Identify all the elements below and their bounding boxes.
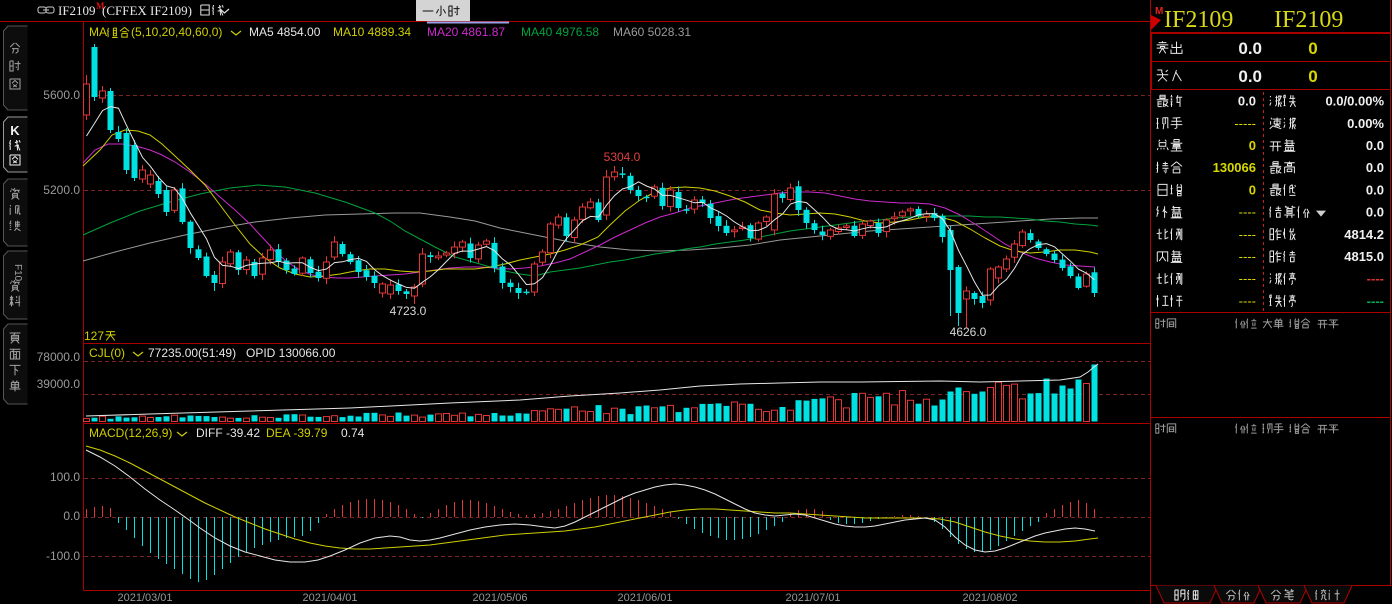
svg-text:77235.00(51:49): 77235.00(51:49) — [148, 346, 236, 360]
svg-text:----: ---- — [1239, 293, 1256, 308]
svg-text:0.0: 0.0 — [1366, 160, 1384, 175]
svg-text:DEA -39.79: DEA -39.79 — [266, 426, 328, 440]
svg-text:0.0: 0.0 — [63, 509, 80, 523]
svg-text:MA60 5028.31: MA60 5028.31 — [613, 25, 691, 39]
svg-text:0: 0 — [1308, 67, 1317, 86]
svg-text:2021/03/01: 2021/03/01 — [117, 592, 172, 604]
svg-text:(CFFEX IF2109): (CFFEX IF2109) — [102, 3, 192, 18]
svg-text:2021/06/01: 2021/06/01 — [617, 592, 672, 604]
svg-text:0.0: 0.0 — [1366, 182, 1384, 197]
svg-text:2021/04/01: 2021/04/01 — [302, 592, 357, 604]
svg-text:5304.0: 5304.0 — [604, 150, 641, 164]
svg-text:39000.0: 39000.0 — [37, 377, 81, 391]
svg-text:4626.0: 4626.0 — [950, 325, 987, 339]
svg-text:MA40 4976.58: MA40 4976.58 — [521, 25, 599, 39]
svg-text:MA: MA — [89, 25, 107, 39]
svg-text:2021/07/01: 2021/07/01 — [785, 592, 840, 604]
svg-text:0.0: 0.0 — [1238, 39, 1262, 58]
svg-text:F10: F10 — [12, 264, 23, 282]
svg-text:MA20 4861.87: MA20 4861.87 — [427, 25, 505, 39]
svg-text:100.0: 100.0 — [50, 470, 80, 484]
svg-text:0.0: 0.0 — [1366, 138, 1384, 153]
svg-text:4814.2: 4814.2 — [1344, 227, 1384, 242]
svg-text:5200.0: 5200.0 — [43, 183, 80, 197]
svg-text:----: ---- — [1239, 205, 1256, 220]
svg-text:0.0: 0.0 — [1238, 94, 1256, 109]
svg-text:(5,10,20,40,60,0): (5,10,20,40,60,0) — [131, 25, 222, 39]
svg-text:IF2109: IF2109 — [1274, 7, 1343, 33]
svg-text:OPID 130066.00: OPID 130066.00 — [246, 346, 336, 360]
svg-text:M: M — [96, 1, 105, 11]
svg-text:0.0: 0.0 — [1238, 67, 1262, 86]
svg-text:----: ---- — [1239, 227, 1256, 242]
svg-text:4723.0: 4723.0 — [390, 304, 427, 318]
svg-text:MACD(12,26,9): MACD(12,26,9) — [89, 426, 172, 440]
svg-text:MA10 4889.34: MA10 4889.34 — [333, 25, 411, 39]
svg-text:4815.0: 4815.0 — [1344, 249, 1384, 264]
svg-text:-----: ----- — [1234, 116, 1256, 131]
svg-text:127: 127 — [84, 329, 104, 343]
svg-text:IF2109: IF2109 — [1164, 7, 1233, 33]
svg-text:5600.0: 5600.0 — [43, 88, 80, 102]
svg-text:0: 0 — [1249, 182, 1256, 197]
svg-text:0.0/0.00%: 0.0/0.00% — [1325, 94, 1384, 109]
svg-text:2021/08/02: 2021/08/02 — [962, 592, 1017, 604]
svg-text:MA5 4854.00: MA5 4854.00 — [249, 25, 321, 39]
svg-text:IF2109: IF2109 — [58, 3, 96, 18]
svg-text:0: 0 — [1249, 138, 1256, 153]
svg-text:----: ---- — [1367, 293, 1384, 308]
svg-text:0.0: 0.0 — [1366, 205, 1384, 220]
svg-text:-100.0: -100.0 — [46, 549, 80, 563]
svg-text:K: K — [10, 123, 20, 138]
svg-text:78000.0: 78000.0 — [37, 350, 81, 364]
svg-text:0.00%: 0.00% — [1347, 116, 1384, 131]
svg-text:----: ---- — [1239, 271, 1256, 286]
svg-text:0.74: 0.74 — [341, 426, 365, 440]
svg-text:2021/05/06: 2021/05/06 — [472, 592, 527, 604]
svg-text:M: M — [1155, 6, 1163, 17]
svg-text:----: ---- — [1239, 249, 1256, 264]
svg-text:130066: 130066 — [1213, 160, 1256, 175]
svg-text:----: ---- — [1367, 271, 1384, 286]
svg-text:0: 0 — [1308, 39, 1317, 58]
svg-text:CJL(0): CJL(0) — [89, 346, 125, 360]
svg-text:DIFF -39.42: DIFF -39.42 — [196, 426, 260, 440]
